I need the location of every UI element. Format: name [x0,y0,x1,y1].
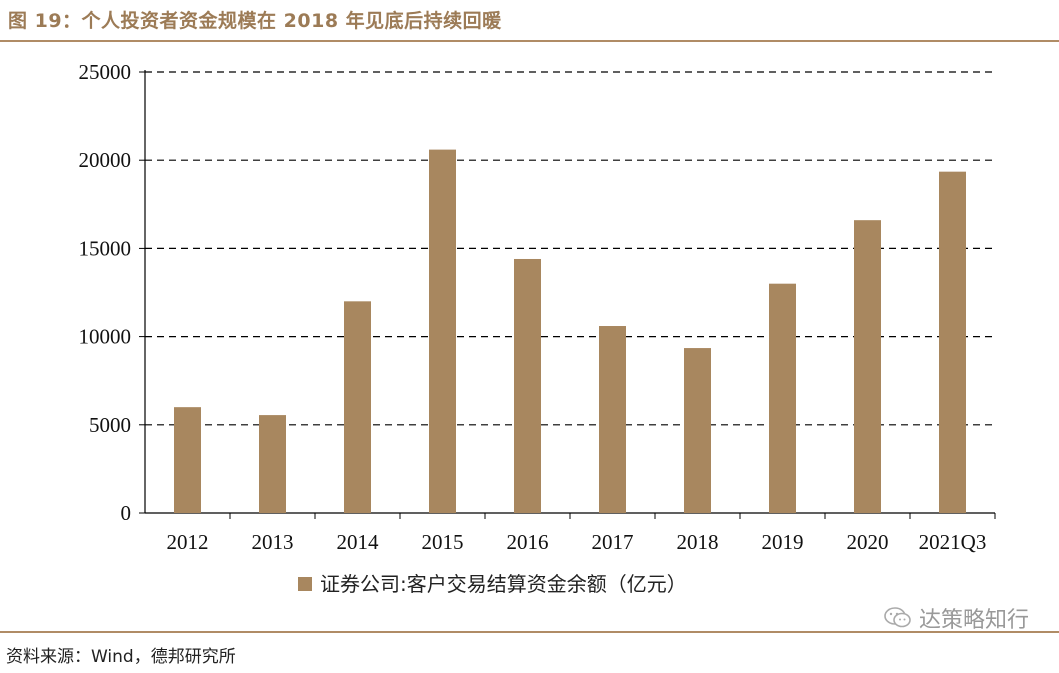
x-tick-label: 2013 [252,530,294,554]
x-tick-label: 2017 [592,530,634,554]
header-divider [0,40,1059,42]
y-tick-label: 10000 [79,325,132,349]
bar-2015 [429,149,456,513]
bar-2012 [174,407,201,513]
bar-2021Q3 [939,171,966,513]
x-tick-label: 2014 [337,530,380,554]
bar-2018 [684,348,711,513]
x-tick-label: 2018 [677,530,719,554]
legend-swatch [298,577,312,591]
x-tick-label: 2016 [507,530,549,554]
bar-2019 [769,283,796,513]
x-tick-label: 2020 [847,530,889,554]
bar-2013 [259,415,286,513]
bar-chart: 0 5000 10000 15000 20000 25000 2012 2013 2014 201… [79,60,996,596]
bar-2016 [514,258,541,513]
y-tick-label: 20000 [79,148,132,172]
watermark: 达策略知行 [883,603,1029,633]
y-tick-label: 15000 [79,236,132,260]
wechat-bubble-icon [884,607,911,628]
y-tick-label: 25000 [79,60,132,84]
x-tick-label: 2019 [762,530,804,554]
legend-label: 证券公司:客户交易结算资金余额（亿元） [320,572,687,596]
bar-2014 [344,301,371,513]
x-tick-label: 2012 [167,530,209,554]
y-tick-label: 5000 [89,413,131,437]
figure-title: 图 19：个人投资者资金规模在 2018 年见底后持续回暖 [8,10,502,32]
x-tick-label: 2021Q3 [919,530,987,554]
chart-area: 0 5000 10000 15000 20000 25000 2012 2013 2014 201… [0,44,1059,624]
y-tick-label: 0 [121,501,132,525]
figure-header: 图 19：个人投资者资金规模在 2018 年见底后持续回暖 [0,0,1059,44]
bar-2017 [599,326,626,513]
footer-divider [0,631,1059,633]
watermark-text: 达策略知行 [918,608,1029,633]
bar-2020 [854,220,881,513]
x-tick-label: 2015 [422,530,464,554]
source-note: 资料来源：Wind，德邦研究所 [6,647,236,667]
